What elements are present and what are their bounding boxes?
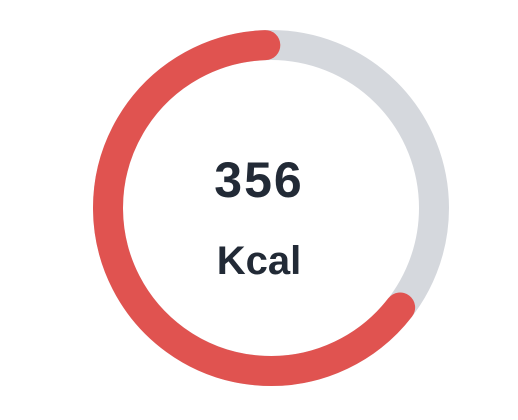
progress-ring-fill [93,30,416,386]
calorie-value: 356 [214,152,304,208]
calorie-unit: Kcal [216,239,302,283]
